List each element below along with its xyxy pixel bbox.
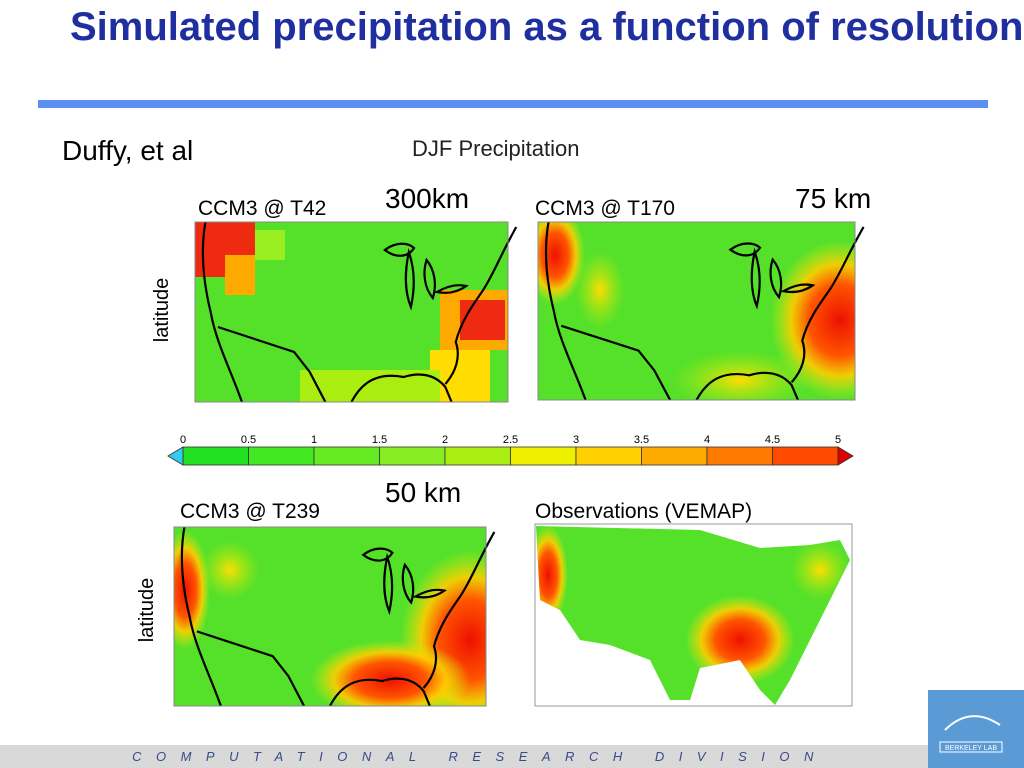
colorbar-tick-label: 2.5 — [503, 434, 518, 446]
colorbar-tick-label: 3.5 — [634, 434, 649, 446]
colorbar-tick-label: 2 — [442, 434, 448, 446]
map-frame — [537, 221, 856, 401]
figure-title: DJF Precipitation — [412, 136, 580, 161]
panel-title: CCM3 @ T170 — [535, 197, 675, 220]
colorbar-tick-label: 4 — [704, 434, 710, 446]
logo-text: BERKELEY LAB — [945, 745, 997, 752]
division: COMPUTATIONAL RESEARCH DIVISION — [132, 749, 828, 764]
author: Duffy, et al — [62, 135, 193, 166]
colorbar-segment — [248, 446, 315, 466]
colorbar-over — [837, 446, 854, 466]
colorbar-tick-label: 4.5 — [765, 434, 780, 446]
map-frame — [173, 526, 487, 707]
panel-title: Observations (VEMAP) — [535, 500, 752, 523]
y-axis-label: latitude — [136, 578, 158, 643]
colorbar-tick-label: 1 — [311, 434, 317, 446]
colorbar-segment — [575, 446, 642, 466]
logo-box — [939, 741, 1003, 753]
logo-arc — [944, 715, 1001, 731]
colorbar-segment — [772, 446, 839, 466]
resolution: 300km — [385, 183, 469, 214]
resolution: 50 km — [385, 477, 461, 508]
map-t239 — [174, 527, 486, 706]
panel-title: CCM3 @ T239 — [180, 500, 320, 523]
colorbar-under — [167, 446, 184, 466]
map-frame — [194, 221, 509, 403]
colorbar-segment — [444, 446, 511, 466]
title-rule — [38, 100, 988, 108]
colorbar-tick-label: 5 — [835, 434, 841, 446]
colorbar-segment — [313, 446, 380, 466]
colorbar-segment — [510, 446, 577, 466]
colorbar-segment — [706, 446, 773, 466]
y-axis-label: latitude — [151, 278, 173, 343]
colorbar: 0 0.5 1 1.5 2 2.5 3 3.5 4 4.5 5 — [167, 434, 854, 466]
footer-bar — [0, 745, 1024, 768]
colorbar-tick-label: 3 — [573, 434, 579, 446]
colorbar-tick-label: 0.5 — [241, 434, 256, 446]
colorbar-tick-label: 0 — [180, 434, 186, 446]
colorbar-segment — [182, 446, 249, 466]
logo — [928, 690, 1024, 768]
panel-title: CCM3 @ T42 — [198, 197, 326, 220]
slide-title: Simulated precipitation as a function of… — [70, 5, 1023, 49]
colorbar-segment — [379, 446, 446, 466]
colorbar-tick-label: 1.5 — [372, 434, 387, 446]
colorbar-segment — [641, 446, 708, 466]
resolution: 75 km — [795, 183, 871, 214]
map-t42 — [195, 222, 508, 402]
